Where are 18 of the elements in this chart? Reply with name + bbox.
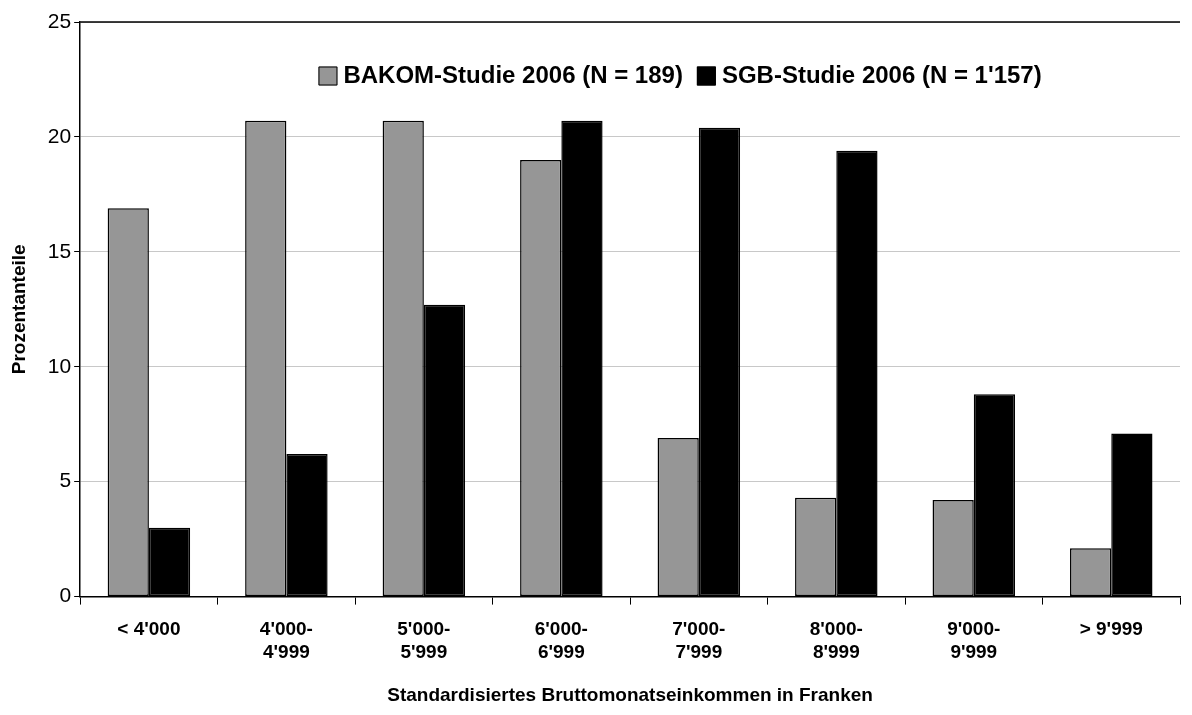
x-tick-label: 7'000-7'999 [672,618,726,663]
y-tick-label: 5 [59,468,72,492]
x-tick-label: > 9'999 [1079,618,1143,640]
x-tick-label: < 4'000 [117,618,181,640]
legend-label: BAKOM-Studie 2006 (N = 189) [343,60,683,88]
y-tick-label: 10 [47,353,72,377]
x-tick-label: 9'000-9'999 [947,618,1001,663]
y-tick-label: 20 [47,123,72,147]
y-tick-label: 0 [59,583,72,607]
legend-label: SGB-Studie 2006 (N = 1'157) [721,60,1042,88]
y-axis-title: Prozentanteile [7,244,29,375]
x-tick-label: 6'000-6'999 [534,618,588,663]
x-tick-label: 8'000-8'999 [809,618,863,663]
y-tick-label: 25 [47,8,72,32]
y-tick-label: 15 [47,238,72,262]
x-axis-title: Standardisiertes Bruttomonatseinkommen in Franken [387,683,873,705]
x-tick-label: 5'000-5'999 [397,618,451,663]
x-tick-label: 4'000-4'999 [259,618,313,663]
